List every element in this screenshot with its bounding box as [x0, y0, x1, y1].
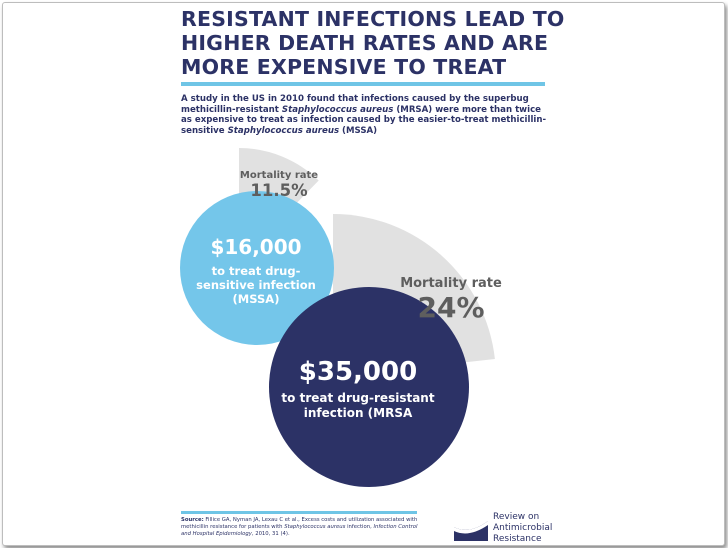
mssa-cost-desc: (MSSA) [233, 292, 280, 306]
mssa-mortality-value: 11.5% [250, 181, 308, 200]
source-text: infection, [345, 524, 374, 530]
source-species: Staphylococcus aureus [284, 524, 346, 530]
mssa-cost-desc: sensitive infection [196, 278, 316, 292]
summary-text: (MRSA) were more than twice as expensive… [181, 104, 547, 136]
infographic-title: RESISTANT INFECTIONS LEAD TO HIGHER DEAT… [181, 7, 601, 79]
source-text: , 2010, 31 (4). [251, 531, 290, 537]
mrsa-cost-circle [269, 287, 469, 487]
source-citation: Source: Fillice GA, Nyman JA, Lexau C et… [181, 517, 421, 538]
study-summary: A study in the US in 2010 found that inf… [181, 94, 553, 136]
source-journal: Infection Control and Hospital Epidemiol… [181, 524, 418, 537]
comparison-graphic: Mortality rate 11.5% Mortality rate 24% … [180, 148, 502, 487]
amr-logo-text: Review on Antimicrobial Resistance [493, 512, 552, 545]
source-text: Fillice GA, Nyman JA, Lexau C et al., Ex… [181, 517, 418, 530]
mrsa-cost-desc: to treat drug-resistant [281, 391, 434, 405]
mssa-cost-value: $16,000 [210, 235, 301, 259]
amr-logo-icon [454, 521, 488, 541]
mssa-mortality-label: Mortality rate [240, 170, 318, 181]
mssa-cost-circle [180, 191, 334, 345]
logo-line: Review on [493, 512, 540, 522]
mssa-cost-desc: to treat drug- [212, 264, 301, 278]
summary-text: A study in the US in 2010 found that inf… [181, 94, 529, 115]
mrsa-cost-desc: infection (MRSA [304, 406, 413, 420]
title-line: HIGHER DEATH RATES AND ARE [181, 31, 549, 55]
mrsa-cost-value: $35,000 [299, 357, 417, 387]
title-line: MORE EXPENSIVE TO TREAT [181, 55, 507, 79]
summary-species: Staphylococcus aureus [227, 125, 340, 136]
source-label: Source: [181, 517, 204, 523]
mrsa-mortality-label: Mortality rate [400, 276, 502, 291]
mrsa-mortality-value: 24% [417, 291, 484, 324]
logo-line: Resistance [493, 534, 542, 544]
title-line: RESISTANT INFECTIONS LEAD TO [181, 7, 565, 31]
title-divider [181, 82, 545, 86]
logo-line: Antimicrobial [493, 523, 553, 533]
summary-text: (MSSA) [339, 125, 378, 136]
summary-species: Staphylococcus aureus [281, 104, 394, 115]
footer-divider [181, 511, 417, 514]
